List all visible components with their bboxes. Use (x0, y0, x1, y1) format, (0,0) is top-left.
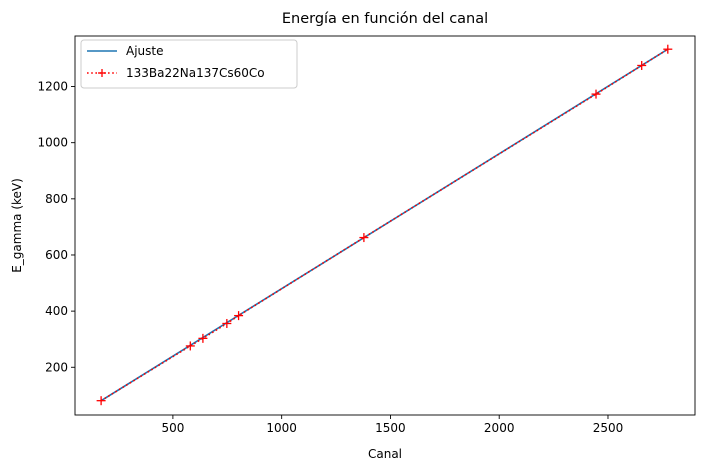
y-axis-ticks: 200 400 600 800 1000 1200 (37, 80, 75, 374)
legend-label-sources: 133Ba22Na137Cs60Co (126, 66, 265, 80)
y-tick-label: 400 (45, 304, 68, 318)
legend-label-ajuste: Ajuste (126, 44, 164, 58)
data-point (185, 341, 195, 351)
y-tick-label: 1000 (37, 136, 68, 150)
series-layer (96, 44, 673, 406)
y-tick-label: 800 (45, 192, 68, 206)
data-point (198, 333, 208, 343)
legend-marker-sources (98, 69, 106, 77)
x-tick-label: 2000 (484, 421, 515, 435)
chart-title: Energía en función del canal (282, 11, 488, 27)
data-point (222, 318, 232, 328)
y-tick-label: 1200 (37, 80, 68, 94)
data-point (234, 311, 244, 321)
data-point (663, 44, 673, 54)
y-tick-label: 600 (45, 248, 68, 262)
data-point (96, 396, 106, 406)
axes-frame (74, 35, 696, 416)
plot-area (96, 44, 673, 406)
x-tick-label: 2500 (593, 421, 624, 435)
legend: Ajuste 133Ba22Na137Cs60Co (80, 39, 298, 89)
x-tick-label: 500 (161, 421, 184, 435)
data-point (637, 60, 647, 70)
x-axis-label: Canal (368, 447, 402, 461)
y-axis-label: E_gamma (keV) (10, 178, 24, 273)
legend-box (80, 39, 298, 89)
x-axis-ticks: 500 1000 1500 2000 2500 (161, 415, 623, 435)
series-line-0 (100, 48, 669, 402)
y-tick-label: 200 (45, 360, 68, 374)
x-tick-label: 1500 (375, 421, 406, 435)
x-tick-label: 1000 (266, 421, 297, 435)
data-point (591, 89, 601, 99)
data-point (359, 233, 369, 243)
series-line-1 (100, 48, 669, 402)
